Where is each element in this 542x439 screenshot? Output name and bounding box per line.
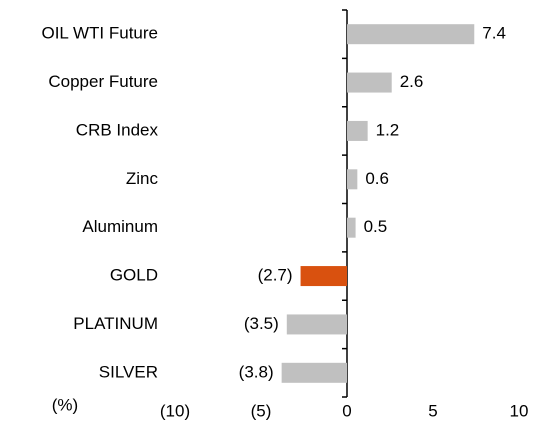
y-tick-label: CRB Index (76, 120, 159, 139)
bar (281, 362, 347, 383)
y-tick-label: Zinc (126, 169, 159, 188)
y-tick-label: GOLD (110, 266, 158, 285)
x-tick-label: (10) (160, 401, 190, 420)
y-tick-label: SILVER (99, 362, 158, 381)
bar (300, 266, 347, 287)
bar (286, 314, 347, 335)
value-label: 0.5 (364, 217, 388, 236)
value-label: 1.2 (376, 120, 400, 139)
value-label: 7.4 (482, 24, 506, 43)
value-label: 0.6 (365, 169, 389, 188)
bar (347, 72, 392, 93)
x-tick-label: 10 (510, 401, 529, 420)
y-tick-label: Aluminum (82, 217, 158, 236)
value-label: 2.6 (400, 72, 424, 91)
y-tick-label: Copper Future (48, 72, 158, 91)
x-tick-label: (5) (251, 401, 272, 420)
y-tick-label: OIL WTI Future (41, 24, 158, 43)
bar (347, 120, 368, 141)
value-label: (2.7) (258, 266, 293, 285)
value-label: (3.5) (244, 314, 279, 333)
value-label: (3.8) (239, 362, 274, 381)
bar (347, 169, 358, 190)
x-tick-label: 0 (342, 401, 351, 420)
x-axis-label: (%) (52, 395, 78, 414)
x-tick-label: 5 (428, 401, 437, 420)
bar (347, 24, 475, 45)
bar (347, 217, 356, 238)
y-tick-label: PLATINUM (73, 314, 158, 333)
